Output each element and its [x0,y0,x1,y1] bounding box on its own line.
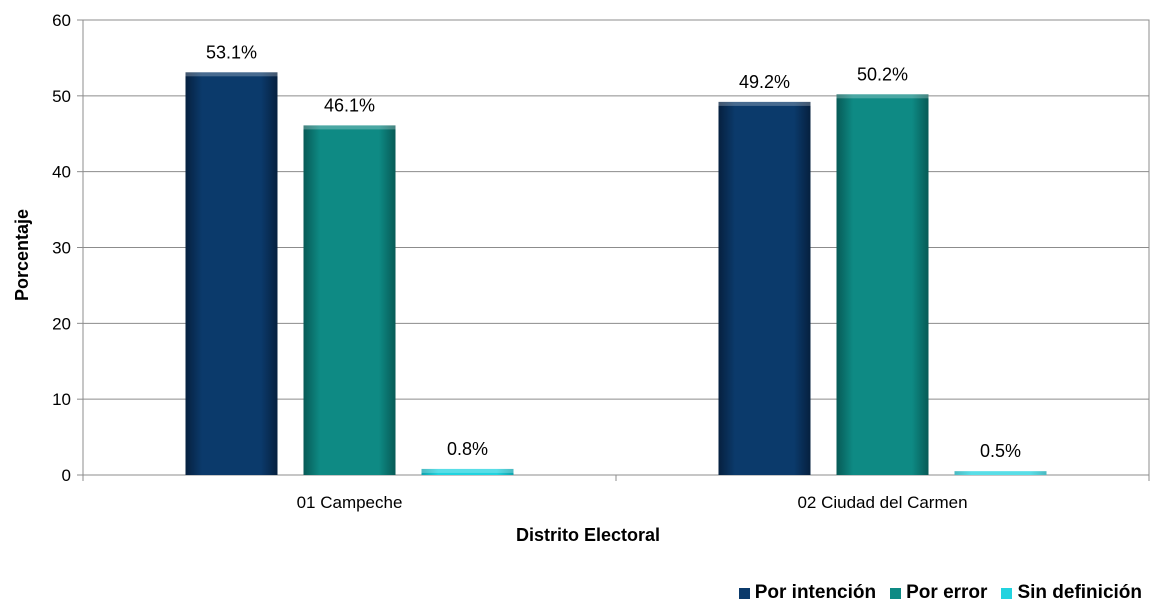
x-category-label: 01 Campeche [297,493,403,512]
legend-swatch [738,587,750,599]
bar-por-error [303,125,396,476]
y-tick-label: 50 [52,87,71,106]
y-tick-label: 0 [62,466,71,485]
data-label: 50.2% [857,64,908,84]
y-tick-label: 20 [52,314,71,333]
legend-swatch [1001,587,1013,599]
y-tick-label: 60 [52,11,71,30]
bar-highlight [954,471,1047,475]
bars [185,72,1047,476]
data-label: 49.2% [739,72,790,92]
x-category-labels: 01 Campeche 02 Ciudad del Carmen [297,493,968,512]
bar-highlight [421,468,514,473]
legend-swatch [890,587,902,599]
legend-label: Por intención [754,582,877,603]
legend-label: Sin definición [1017,582,1142,603]
data-labels: 53.1% 46.1% 0.8% 49.2% 50.2% 0.5% [206,42,1021,461]
bar-por-error [836,94,929,476]
legend-label: Por error [906,582,988,603]
bar-highlight [718,101,811,106]
data-label: 0.8% [447,439,488,459]
y-axis-title: Porcentaje [12,209,32,301]
data-label: 0.5% [980,441,1021,461]
data-label: 53.1% [206,42,257,62]
legend-item: Sin definición [1001,582,1142,604]
y-tick-label: 40 [52,163,71,182]
legend: Por intención Por error Sin definición [725,582,1142,604]
y-tick-label: 10 [52,390,71,409]
legend-item: Por intención [738,582,877,604]
bar-sin-definición [421,468,514,475]
data-label: 46.1% [324,95,375,115]
bar-highlight [836,94,929,99]
plot-area [82,19,1150,476]
bar-por-intención [718,101,811,476]
y-tick-labels: 0 10 20 30 40 50 60 [52,11,71,485]
y-tick-label: 30 [52,239,71,258]
bar-sin-definición [954,471,1047,475]
bar-highlight [185,72,278,77]
bar-highlight [303,125,396,130]
legend-item: Por error [890,582,987,604]
bar-por-intención [185,72,278,475]
x-category-label: 02 Ciudad del Carmen [797,493,967,512]
x-axis-title: Distrito Electoral [516,525,660,545]
